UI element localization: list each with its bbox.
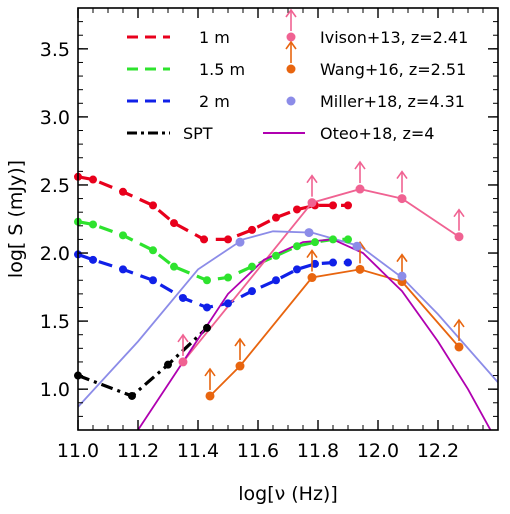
data-point	[397, 271, 407, 281]
x-tick-label: 12.2	[417, 440, 459, 462]
data-point	[149, 276, 157, 285]
data-point	[311, 259, 319, 268]
legend-marker	[286, 64, 296, 74]
data-point	[89, 220, 97, 229]
data-point	[307, 273, 317, 283]
y-tick-label: 3.5	[40, 39, 70, 61]
data-point	[203, 323, 211, 332]
data-point	[179, 293, 187, 302]
data-point	[119, 187, 127, 196]
data-point	[355, 184, 365, 194]
legend: 1 m 1.5 m 2 m SPT Ivison+13, z=2.41 Wang+16, …	[127, 8, 468, 143]
data-point	[89, 255, 97, 264]
data-point	[89, 175, 97, 184]
data-point	[329, 235, 337, 244]
legend-arrowhead	[285, 8, 297, 18]
data-point	[149, 201, 157, 210]
data-point	[149, 246, 157, 255]
data-point	[119, 265, 127, 274]
data-point	[293, 205, 301, 214]
series-line	[78, 326, 209, 398]
data-point	[235, 361, 245, 371]
x-axis-label: log[ν (Hz)]	[238, 483, 338, 505]
marker-layer	[74, 160, 465, 401]
series-line	[78, 230, 498, 409]
legend-label: 1.5 m	[199, 60, 245, 79]
data-point	[307, 198, 317, 208]
y-tick-label: 1.5	[40, 311, 70, 333]
x-tick-label: 11.4	[177, 440, 219, 462]
data-point	[454, 232, 464, 242]
data-point	[203, 276, 211, 285]
data-point	[248, 287, 256, 296]
x-tick-label: 11.2	[117, 440, 159, 462]
data-point	[224, 273, 232, 282]
lower-limit-arrowhead	[306, 174, 318, 184]
data-point	[329, 258, 337, 267]
data-point	[235, 237, 245, 247]
data-point	[311, 238, 319, 247]
data-point	[170, 262, 178, 271]
data-point	[203, 303, 211, 312]
y-tick-label: 2.5	[40, 175, 70, 197]
data-point	[397, 194, 407, 204]
data-point	[304, 228, 314, 238]
data-point	[205, 391, 215, 401]
data-point	[293, 265, 301, 274]
data-point	[454, 342, 464, 352]
data-point	[200, 235, 208, 244]
legend-arrowhead	[285, 40, 297, 50]
y-tick-label: 1.0	[40, 379, 70, 401]
x-tick-label: 11.0	[57, 440, 99, 462]
y-tick-label: 3.0	[40, 107, 70, 129]
lower-limit-arrowhead	[204, 367, 216, 377]
legend-marker	[286, 96, 296, 106]
lower-limit-arrowhead	[177, 333, 189, 343]
data-point	[352, 241, 362, 251]
legend-label: SPT	[183, 124, 213, 143]
y-axis-label: log[ S (mJy)]	[5, 160, 27, 278]
data-point	[272, 276, 280, 285]
lower-limit-arrowhead	[453, 318, 465, 328]
data-point	[344, 235, 352, 244]
x-tick-label: 11.8	[297, 440, 339, 462]
legend-label: Miller+18, z=4.31	[320, 92, 465, 111]
data-point	[344, 201, 352, 210]
x-tick-label: 11.6	[237, 440, 279, 462]
legend-label: Ivison+13, z=2.41	[320, 28, 468, 47]
data-point	[248, 225, 256, 234]
data-point	[272, 213, 280, 222]
data-point	[164, 360, 172, 369]
data-point	[248, 262, 256, 271]
legend-label: Wang+16, z=2.51	[320, 60, 466, 79]
legend-label: Oteo+18, z=4	[320, 124, 434, 143]
legend-label: 2 m	[199, 92, 230, 111]
data-point	[272, 251, 280, 260]
lower-limit-arrowhead	[354, 160, 366, 170]
legend-marker	[286, 32, 296, 42]
lower-limit-arrowhead	[453, 208, 465, 218]
data-point	[224, 299, 232, 308]
series-line	[209, 268, 460, 397]
data-point	[119, 231, 127, 240]
data-point	[128, 391, 136, 400]
x-tick-label: 12.0	[357, 440, 399, 462]
lower-limit-arrowhead	[396, 253, 408, 263]
data-point	[355, 264, 365, 274]
axis-layer: 11.0 11.2 11.4 11.6 11.8 12.0 12.2 1.0 1.5 2.0 2.5…	[40, 7, 499, 462]
data-point	[329, 201, 337, 210]
data-point	[344, 258, 352, 267]
data-point	[170, 219, 178, 228]
data-point	[293, 242, 301, 251]
lower-limit-arrowhead	[396, 170, 408, 180]
legend-label: 1 m	[199, 28, 230, 47]
lower-limit-arrowhead	[306, 249, 318, 258]
y-tick-label: 2.0	[40, 243, 70, 265]
data-point	[224, 235, 232, 244]
series-line	[78, 252, 348, 310]
data-point	[178, 357, 188, 367]
lower-limit-arrowhead	[234, 337, 246, 347]
